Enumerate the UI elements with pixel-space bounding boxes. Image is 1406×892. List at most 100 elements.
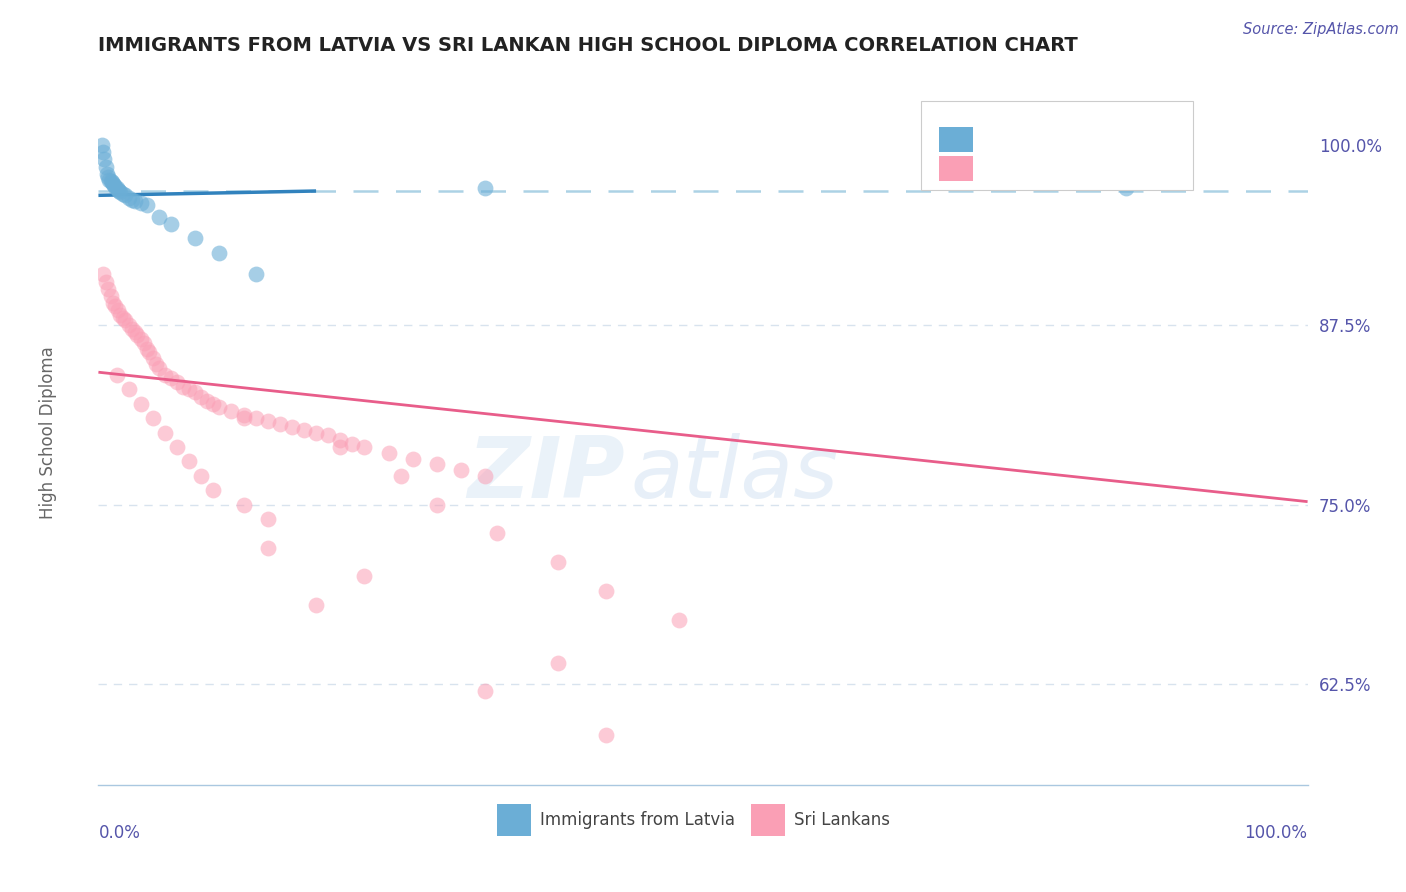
FancyBboxPatch shape <box>498 804 531 836</box>
Point <box>97 282 120 296</box>
Point <box>426 498 449 512</box>
Text: Sri Lankans: Sri Lankans <box>793 811 890 830</box>
Point <box>100 174 122 188</box>
Point <box>474 468 496 483</box>
Text: N = 30: N = 30 <box>1090 130 1153 148</box>
Text: Source: ZipAtlas.com: Source: ZipAtlas.com <box>1243 22 1399 37</box>
Point <box>134 336 156 351</box>
Point <box>104 299 127 313</box>
Text: Immigrants from Latvia: Immigrants from Latvia <box>540 811 735 830</box>
Point <box>104 179 127 194</box>
Point <box>107 183 129 197</box>
Text: R = 0.006: R = 0.006 <box>984 130 1074 148</box>
Point <box>114 188 136 202</box>
Point <box>153 368 176 383</box>
Point <box>184 385 207 400</box>
Point <box>91 268 114 282</box>
Point <box>121 322 143 336</box>
Point <box>269 417 291 431</box>
Point <box>100 289 122 303</box>
Point <box>124 194 146 208</box>
Point <box>98 172 121 186</box>
Point <box>118 191 141 205</box>
Point <box>450 463 472 477</box>
Point <box>93 153 115 167</box>
Point <box>101 177 124 191</box>
Point <box>129 195 152 210</box>
Point <box>245 411 267 425</box>
Point <box>595 728 617 742</box>
Point <box>256 512 278 526</box>
Point <box>595 583 617 598</box>
Point <box>94 160 117 174</box>
Point <box>135 342 157 356</box>
Point <box>1115 181 1137 195</box>
Point <box>127 327 149 342</box>
Point <box>91 138 114 153</box>
Text: IMMIGRANTS FROM LATVIA VS SRI LANKAN HIGH SCHOOL DIPLOMA CORRELATION CHART: IMMIGRANTS FROM LATVIA VS SRI LANKAN HIG… <box>98 36 1078 54</box>
Point <box>353 569 375 583</box>
Text: 0.0%: 0.0% <box>98 823 141 842</box>
Point <box>111 186 134 201</box>
Point <box>97 169 120 184</box>
Point <box>160 371 183 385</box>
FancyBboxPatch shape <box>939 127 973 153</box>
Point <box>329 440 352 454</box>
Point <box>402 451 425 466</box>
Text: 100.0%: 100.0% <box>1244 823 1308 842</box>
Point <box>389 468 412 483</box>
Point <box>256 541 278 555</box>
Point <box>118 383 141 397</box>
Point <box>103 178 125 193</box>
Point <box>474 181 496 195</box>
FancyBboxPatch shape <box>939 156 973 181</box>
Point <box>342 437 364 451</box>
Point <box>547 656 569 670</box>
Point <box>474 684 496 698</box>
Point <box>179 454 201 468</box>
Point <box>111 310 134 325</box>
Point <box>281 420 304 434</box>
Point <box>148 360 170 375</box>
Point <box>108 184 131 198</box>
Point <box>153 425 176 440</box>
Point <box>208 245 231 260</box>
Point <box>329 433 352 447</box>
Point <box>232 411 254 425</box>
Point <box>124 325 146 339</box>
Point <box>305 598 328 612</box>
Point <box>256 414 278 428</box>
Point <box>148 210 170 224</box>
Point <box>118 318 141 332</box>
Point <box>208 400 231 414</box>
Point <box>486 526 509 541</box>
Point <box>107 303 129 318</box>
FancyBboxPatch shape <box>921 102 1192 189</box>
Point <box>129 332 152 346</box>
Text: High School Diploma: High School Diploma <box>38 346 56 519</box>
Point <box>108 308 131 322</box>
Point <box>94 275 117 289</box>
Point <box>292 423 315 437</box>
Point <box>353 440 375 454</box>
Point <box>190 390 212 404</box>
Point <box>232 498 254 512</box>
FancyBboxPatch shape <box>751 804 785 836</box>
Point <box>179 383 201 397</box>
Point <box>221 404 243 418</box>
Point <box>105 368 128 383</box>
Point <box>377 446 399 460</box>
Point <box>305 425 328 440</box>
Point <box>101 296 124 310</box>
Point <box>121 193 143 207</box>
Point <box>100 175 122 189</box>
Point <box>232 409 254 423</box>
Text: atlas: atlas <box>630 434 838 516</box>
Point <box>547 555 569 569</box>
Point <box>108 186 131 200</box>
Point <box>245 268 267 282</box>
Point <box>142 411 165 425</box>
Point <box>166 376 188 390</box>
Point <box>142 351 165 365</box>
Text: N = 73: N = 73 <box>1090 160 1153 178</box>
